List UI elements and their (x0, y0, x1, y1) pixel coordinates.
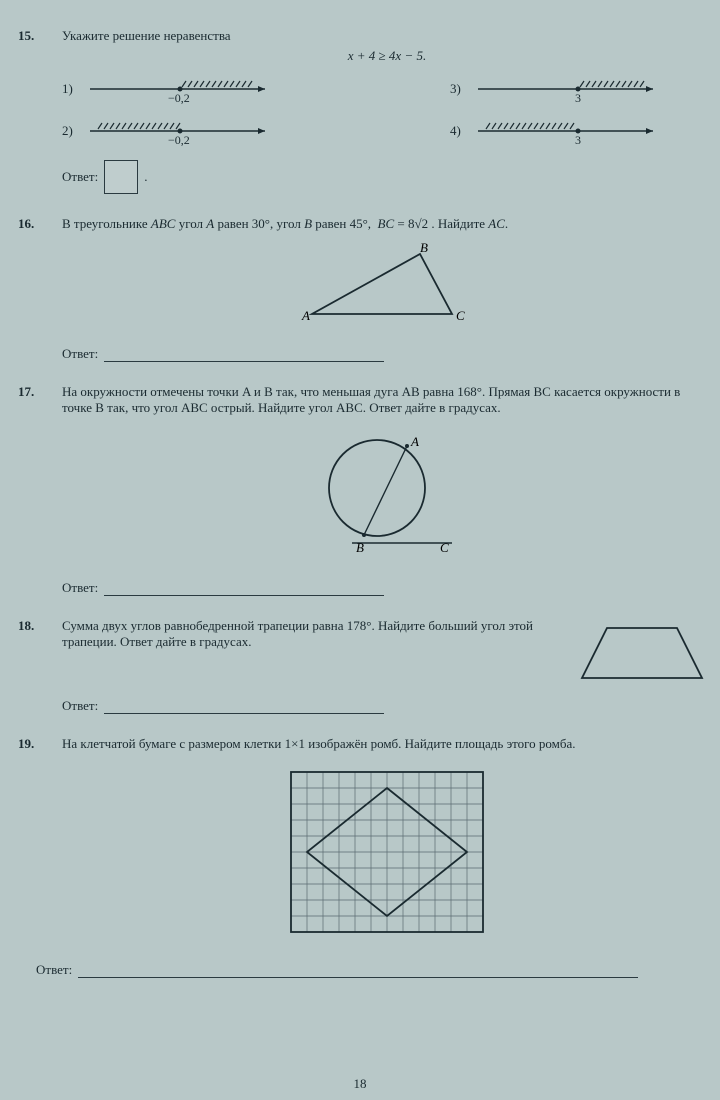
problem-16: 16. В треугольнике ABC угол A равен 30°,… (18, 216, 712, 362)
svg-text:3: 3 (575, 133, 581, 147)
choice-4: 4) (450, 116, 658, 146)
choices: 1) (62, 74, 712, 146)
triangle-figure: A B C (62, 244, 712, 328)
page-number: 18 (0, 1076, 720, 1092)
answer-line: Ответ: (62, 346, 712, 362)
numberline-icon: −0,2 (90, 74, 270, 104)
choice-3: 3) (450, 74, 658, 104)
prompt: В треугольнике ABC угол A равен 30°, уго… (62, 216, 712, 232)
grid-rhombus-figure (62, 764, 712, 944)
answer-line: Ответ: (62, 580, 712, 596)
answer-box: Ответ: . (62, 160, 712, 194)
problem-18: 18. Сумма двух углов равнобедренной трап… (18, 618, 712, 714)
svg-text:C: C (456, 308, 465, 323)
formula: x + 4 ≥ 4x − 5. (62, 48, 712, 64)
problem-19: 19. На клетчатой бумаге с размером клетк… (18, 736, 712, 978)
numberline-icon: 3 (478, 74, 658, 104)
prompt: На окружности отмечены точки A и B так, … (62, 384, 712, 416)
svg-text:A: A (410, 434, 419, 449)
choice-2: 2) (62, 116, 270, 146)
problem-number: 18. (18, 618, 44, 634)
prompt: На клетчатой бумаге с размером клетки 1×… (62, 736, 712, 752)
problem-number: 16. (18, 216, 44, 232)
problem-number: 15. (18, 28, 44, 44)
problem-number: 17. (18, 384, 44, 400)
svg-text:C: C (440, 540, 449, 555)
answer-input-line[interactable] (104, 348, 384, 362)
circle-figure: A B C (62, 428, 712, 562)
problem-15: 15. Укажите решение неравенства x + 4 ≥ … (18, 28, 712, 194)
choice-1: 1) (62, 74, 270, 104)
answer-input-line[interactable] (104, 700, 384, 714)
numberline-icon: −0,2 (90, 116, 270, 146)
answer-input-line[interactable] (78, 964, 638, 978)
answer-input-line[interactable] (104, 582, 384, 596)
problem-17: 17. На окружности отмечены точки A и B т… (18, 384, 712, 596)
svg-text:A: A (301, 308, 310, 323)
svg-text:B: B (420, 240, 428, 255)
problem-number: 19. (18, 736, 44, 752)
trapezoid-figure (572, 618, 712, 688)
svg-text:3: 3 (575, 91, 581, 105)
prompt: Укажите решение неравенства (62, 28, 712, 44)
svg-text:−0,2: −0,2 (168, 91, 190, 105)
answer-line: Ответ: (36, 962, 712, 978)
svg-text:−0,2: −0,2 (168, 133, 190, 147)
svg-text:B: B (356, 540, 364, 555)
numberline-icon: 3 (478, 116, 658, 146)
answer-line: Ответ: (62, 698, 712, 714)
prompt: Сумма двух углов равнобедренной трапеции… (62, 618, 552, 650)
answer-input-box[interactable] (104, 160, 138, 194)
